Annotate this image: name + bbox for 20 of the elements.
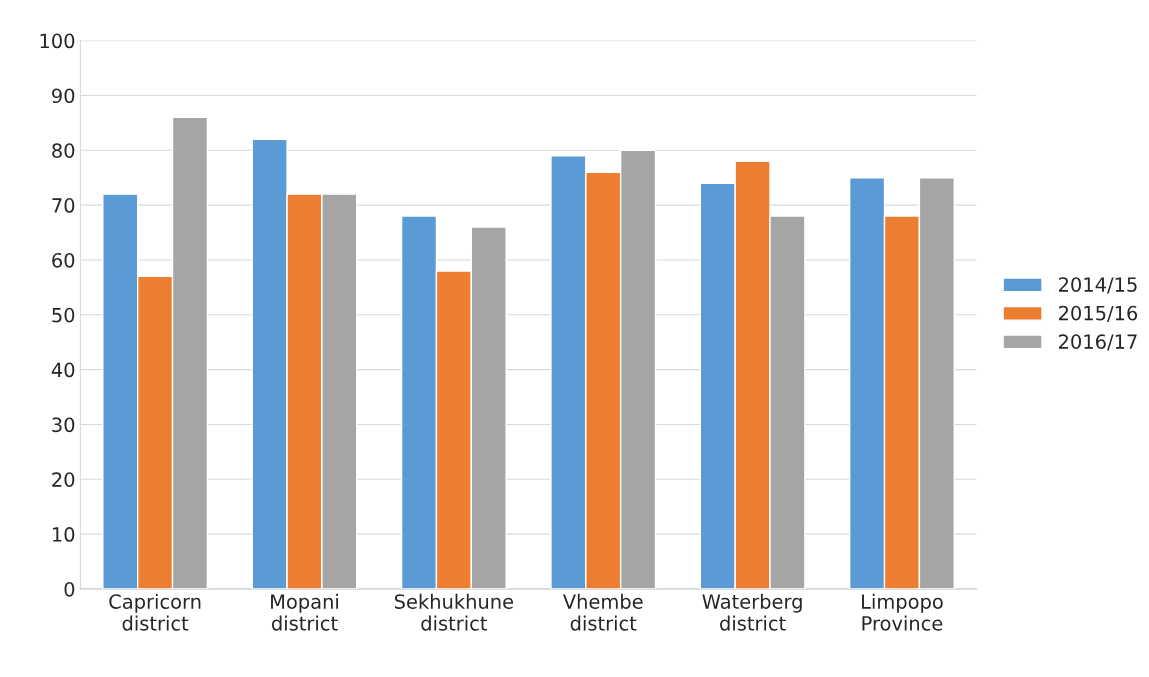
x-tick-label: Mopani district <box>271 593 338 631</box>
y-tick-label: 70 <box>52 198 75 213</box>
x-tick-label: Limpopo Province <box>862 593 943 631</box>
x-tick-label: Sekhukhune district <box>394 593 514 631</box>
y-tick-label: 40 <box>51 362 75 378</box>
x-tick-label: Vhembe district <box>562 593 643 631</box>
y-tick-label: 0 <box>64 581 75 597</box>
y-tick-label: 60 <box>52 252 75 268</box>
legend-label: 2014/15 <box>1058 277 1137 294</box>
y-tick-label: 90 <box>52 88 75 104</box>
legend-label: 2015/16 <box>1058 305 1138 322</box>
legend-label: 2016/17 <box>1058 334 1137 351</box>
y-tick-label: 80 <box>52 143 75 158</box>
x-tick-label: Waterberg district <box>702 593 802 631</box>
y-tick-label: 30 <box>52 417 75 433</box>
y-tick-label: 10 <box>52 527 75 542</box>
y-tick-label: 20 <box>52 472 75 487</box>
y-tick-label: 50 <box>52 307 75 323</box>
x-tick-label: Capricorn district <box>109 593 201 631</box>
y-tick-label: 100 <box>40 33 75 49</box>
